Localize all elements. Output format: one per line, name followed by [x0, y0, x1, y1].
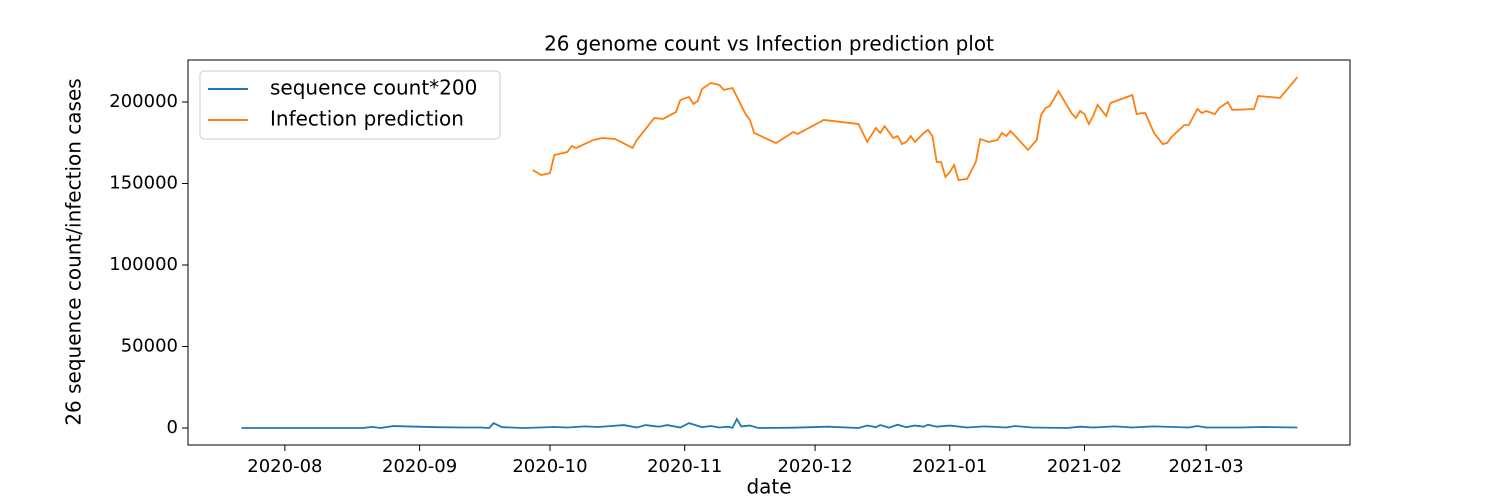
legend-box — [199, 70, 501, 140]
y-tick-label: 100000 — [109, 254, 178, 275]
y-tick-label: 200000 — [109, 91, 178, 112]
x-tick-label: 2021-03 — [1169, 456, 1244, 477]
data-line — [532, 76, 1299, 182]
plot-frame — [187, 59, 1351, 446]
chart-title: 26 genome count vs Infection prediction … — [544, 32, 994, 56]
y-tick-label: 150000 — [109, 173, 178, 194]
data-line — [241, 417, 1298, 429]
y-axis-label: 26 sequence count/infection cases — [62, 78, 86, 425]
x-tick-label: 2021-01 — [912, 456, 987, 477]
legend-label: Infection prediction — [270, 107, 464, 131]
x-tick-label: 2020-10 — [512, 456, 587, 477]
legend-label: sequence count*200 — [270, 76, 477, 100]
y-tick-label: 0 — [167, 417, 178, 438]
x-tick-label: 2020-09 — [382, 456, 457, 477]
y-tick-label: 50000 — [121, 336, 178, 357]
x-axis-label: date — [746, 475, 791, 499]
x-tick-label: 2020-11 — [647, 456, 722, 477]
x-tick-label: 2020-08 — [247, 456, 322, 477]
x-tick-label: 2020-12 — [777, 456, 852, 477]
x-tick-label: 2021-02 — [1047, 456, 1122, 477]
